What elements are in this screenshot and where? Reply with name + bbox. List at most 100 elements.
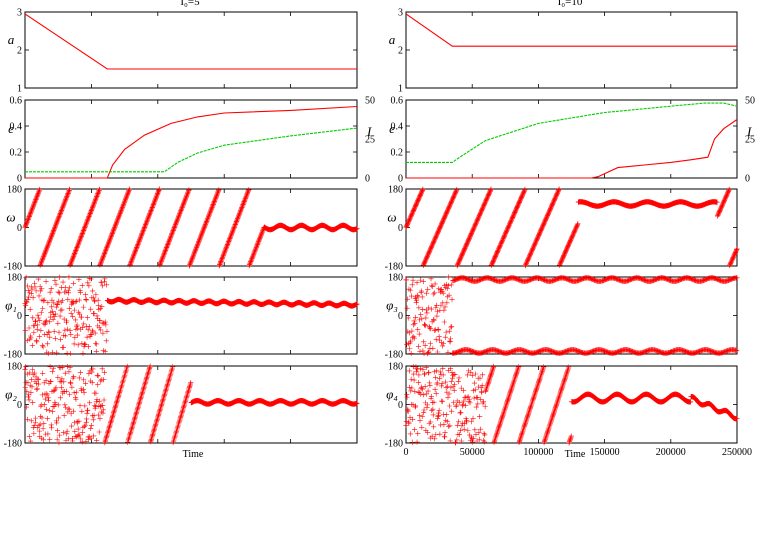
data-point [95, 412, 102, 418]
data-point [70, 256, 76, 262]
data-point [34, 193, 40, 199]
data-point [29, 342, 35, 349]
data-point [433, 391, 439, 397]
data-point [145, 370, 151, 377]
data-point [145, 369, 151, 375]
data-point [139, 390, 145, 397]
data-point [85, 407, 91, 413]
data-point [85, 280, 91, 286]
data-point [446, 328, 453, 334]
data-point [151, 427, 157, 434]
data-point [198, 232, 204, 239]
data-point [101, 253, 107, 259]
data-point [256, 238, 262, 244]
data-point [115, 216, 121, 222]
data-point [424, 391, 430, 397]
data-point [95, 303, 102, 309]
data-point [417, 317, 423, 323]
data-point [56, 298, 62, 304]
data-point [65, 296, 71, 303]
data-point [136, 402, 142, 408]
data-point [75, 342, 81, 348]
x-tick-label: 150000 [590, 447, 620, 458]
data-point [134, 407, 140, 413]
data-point [111, 408, 117, 415]
data-point [457, 427, 464, 433]
data-point [253, 244, 260, 250]
data-point [412, 404, 418, 410]
plot-frame [405, 11, 738, 89]
data-point [94, 193, 100, 199]
data-point [436, 375, 443, 381]
data-point [133, 410, 139, 417]
data-point [143, 375, 150, 382]
data-point [27, 306, 33, 312]
data-point [47, 289, 53, 295]
data-point [411, 377, 417, 383]
data-point [183, 397, 189, 403]
data-point [483, 386, 489, 392]
data-point [417, 413, 423, 419]
data-point [95, 297, 101, 303]
y-axis-label: φ₂ [5, 387, 17, 402]
data-point [420, 278, 426, 285]
data-point [25, 287, 31, 293]
data-point [138, 393, 144, 399]
data-point [447, 336, 454, 342]
data-point [106, 426, 112, 432]
data-point [230, 227, 236, 233]
y-tick-label: -180 [4, 350, 22, 361]
data-point [148, 436, 154, 442]
y-tick-label: 0.2 [10, 148, 23, 159]
data-point [433, 305, 439, 311]
data-point [115, 395, 121, 401]
data-point [44, 341, 51, 347]
data-point [174, 218, 180, 224]
data-point [152, 425, 158, 431]
data-point [119, 381, 125, 387]
plot-frame [405, 188, 738, 267]
data-point [56, 415, 62, 421]
data-point [440, 365, 446, 372]
data-point [157, 261, 163, 267]
data-point [419, 424, 425, 430]
data-point [133, 409, 140, 415]
data-point [46, 329, 52, 335]
data-point [27, 210, 34, 216]
data-point [430, 291, 436, 297]
data-point [28, 389, 34, 396]
data-point [222, 247, 229, 253]
data-point [429, 407, 435, 414]
y2-tick-label: 50 [365, 96, 375, 107]
data-point [122, 198, 128, 205]
data-point [168, 370, 174, 376]
data-point [412, 388, 418, 395]
data-point [30, 315, 36, 321]
data-point [132, 250, 138, 256]
data-point [169, 230, 175, 236]
data-point [28, 418, 34, 424]
data-point [173, 428, 180, 434]
data-point [131, 417, 137, 423]
data-point [484, 385, 490, 391]
data-point [143, 378, 149, 384]
data-point [185, 190, 191, 196]
data-point [33, 415, 39, 421]
data-point [110, 412, 116, 418]
data-point [59, 298, 65, 304]
data-point [88, 306, 94, 312]
data-point [137, 235, 143, 242]
data-point [441, 319, 447, 325]
data-point [58, 207, 65, 213]
data-point [72, 299, 78, 305]
data-point [168, 233, 174, 239]
data-point [93, 390, 99, 396]
data-point [448, 282, 454, 288]
data-point [177, 417, 183, 423]
data-point [485, 382, 491, 388]
data-point [103, 436, 109, 442]
data-point [152, 424, 158, 430]
data-point [191, 250, 198, 256]
data-point [147, 439, 154, 445]
